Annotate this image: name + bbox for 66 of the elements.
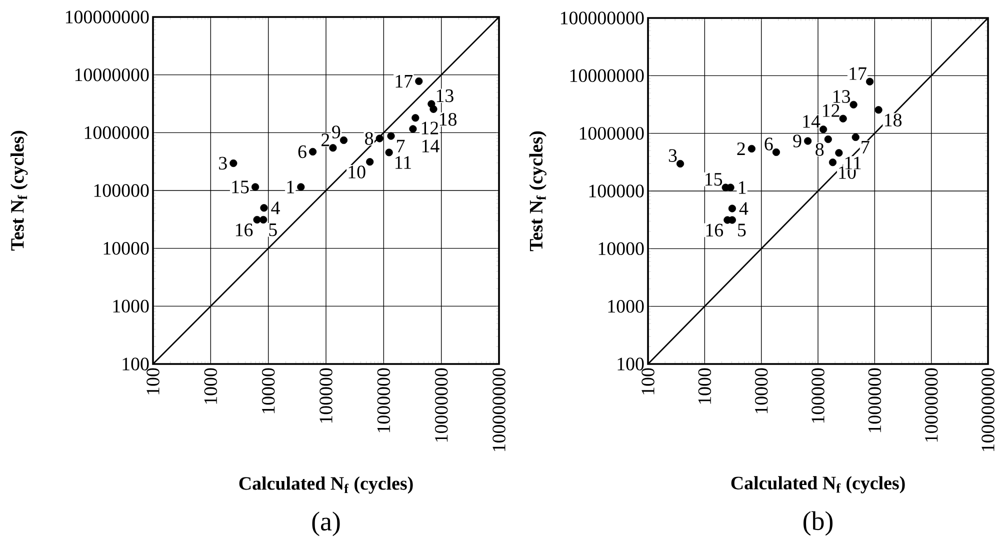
annotation: 17 bbox=[850, 67, 866, 80]
annotation: 6 bbox=[298, 145, 306, 158]
x-tick-label: 100000000 bbox=[492, 368, 506, 452]
annotation: 8 bbox=[816, 143, 824, 156]
y-axis-title: Test N$_{f}$ (cycles) bbox=[529, 131, 546, 252]
y-axis-title: Test N$_{f}$ (cycles) bbox=[10, 130, 28, 251]
y-tick-label: 10000000 bbox=[570, 69, 644, 82]
text: (a) bbox=[312, 512, 340, 536]
annotation: 2 bbox=[737, 142, 745, 155]
annotation: 1 bbox=[287, 180, 294, 194]
annotation: 3 bbox=[219, 156, 227, 170]
y-tick-label: 100000000 bbox=[66, 10, 149, 24]
x-tick-label: 10000000 bbox=[924, 368, 938, 442]
y-tick-label: 1000000 bbox=[580, 126, 644, 140]
y-tick-label: 10000 bbox=[104, 242, 149, 255]
y-tick-label: 100000 bbox=[589, 184, 644, 198]
annotation: 7 bbox=[397, 140, 405, 152]
annotation: 15 bbox=[706, 173, 722, 186]
y-tick-label: 10000000 bbox=[75, 68, 149, 82]
annotation: 6 bbox=[764, 138, 773, 150]
annotation: 9 bbox=[793, 134, 802, 148]
x-axis-title: Calculated N$_{f}$ (cycles) bbox=[731, 476, 905, 494]
annotation: 5 bbox=[738, 224, 746, 236]
annotation: 9 bbox=[332, 126, 340, 138]
x-tick-label: 100000 bbox=[812, 368, 824, 423]
annotation: 4 bbox=[739, 202, 748, 215]
x-tick-label: 10000 bbox=[754, 368, 768, 414]
x-tick-label: 1000 bbox=[204, 368, 218, 404]
x-tick-label: 100000 bbox=[320, 368, 332, 423]
annotation: 3 bbox=[668, 149, 677, 162]
annotation: 18 bbox=[440, 112, 456, 126]
annotation: 5 bbox=[269, 224, 277, 236]
x-tick-label: 100000000 bbox=[982, 368, 994, 452]
x-tick-label: 1000 bbox=[698, 368, 712, 404]
y-tick-label: 10000 bbox=[598, 242, 644, 256]
annotation: 1 bbox=[738, 181, 746, 194]
annotation: 16 bbox=[236, 224, 253, 236]
annotation: 8 bbox=[365, 132, 374, 145]
y-tick-label: 100 bbox=[122, 358, 149, 370]
annotation: 15 bbox=[232, 180, 249, 194]
annotation: 4 bbox=[271, 202, 280, 214]
x-tick-label: 10000 bbox=[262, 368, 275, 414]
annotation: 12 bbox=[422, 122, 438, 134]
y-tick-label: 100000000 bbox=[560, 12, 644, 24]
annotation: 7 bbox=[862, 141, 870, 154]
text: (b) bbox=[804, 511, 833, 536]
annotation: 13 bbox=[833, 90, 850, 103]
annotation: 12 bbox=[823, 104, 840, 117]
x-tick-label: 1000000 bbox=[868, 368, 882, 432]
annotation: 14 bbox=[803, 115, 820, 128]
annotation: 13 bbox=[436, 89, 454, 102]
x-axis-title: Calculated N$_{f}$ (cycles) bbox=[239, 476, 413, 494]
annotation: 2 bbox=[322, 134, 330, 146]
x-tick-label: 1000000 bbox=[377, 368, 390, 432]
x-tick-label: 10000000 bbox=[434, 368, 448, 442]
annotation: 10 bbox=[348, 166, 366, 178]
y-tick-label: 100000 bbox=[94, 184, 149, 197]
y-tick-label: 1000000 bbox=[84, 126, 149, 140]
annotation: 11 bbox=[396, 156, 411, 169]
y-tick-label: 100 bbox=[618, 358, 644, 370]
annotation: 18 bbox=[884, 114, 902, 126]
annotation: 17 bbox=[396, 74, 413, 88]
annotation: 16 bbox=[706, 224, 724, 237]
y-tick-label: 1000 bbox=[608, 300, 644, 313]
y-tick-label: 1000 bbox=[113, 300, 149, 313]
annotation: 14 bbox=[422, 140, 440, 152]
